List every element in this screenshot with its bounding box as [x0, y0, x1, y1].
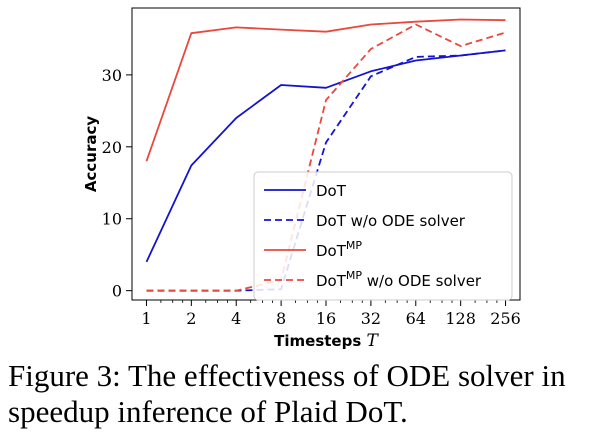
legend-label-suffix: w/o ODE solver — [346, 212, 466, 230]
series-line-2 — [145, 18, 506, 162]
x-tick-label: 16 — [316, 309, 336, 328]
legend-box — [253, 171, 513, 301]
y-tick-label: 30 — [102, 66, 122, 85]
x-tick-label: 64 — [406, 309, 426, 328]
legend-label-superscript: MP — [346, 239, 362, 252]
x-tick-label: 4 — [231, 309, 241, 328]
y-tick-label: 20 — [102, 138, 122, 157]
x-tick-label: 1 — [141, 309, 151, 328]
legend-label-0: DoT — [316, 182, 347, 200]
x-axis-label: Timesteps T — [274, 331, 379, 350]
series-line-3 — [146, 23, 506, 292]
figure-caption: Figure 3: The effectiveness of ODE solve… — [8, 358, 566, 429]
x-tick-label: 2 — [186, 309, 196, 328]
y-tick-label: 0 — [112, 282, 122, 301]
legend-label-superscript: MP — [346, 269, 362, 282]
y-tick-label: 10 — [102, 210, 122, 229]
series-line-0 — [145, 49, 506, 263]
x-axis-label-variable: T — [367, 331, 380, 350]
x-tick-label: 8 — [276, 309, 286, 328]
x-tick-label: 128 — [445, 309, 476, 328]
x-tick-label: 32 — [361, 309, 381, 328]
y-axis-label: Accuracy — [82, 116, 100, 192]
legend-label-1: DoT w/o ODE solver — [316, 212, 466, 230]
x-tick-label: 256 — [490, 309, 521, 328]
legend-label-3: DoTMP w/o ODE solver — [316, 269, 482, 290]
accuracy-line-chart: 1 2 4 8 16 32 64 128 256 0 10 20 30 Timesteps T Accura… — [82, 7, 521, 350]
legend-label-suffix: w/o ODE solver — [362, 272, 482, 290]
